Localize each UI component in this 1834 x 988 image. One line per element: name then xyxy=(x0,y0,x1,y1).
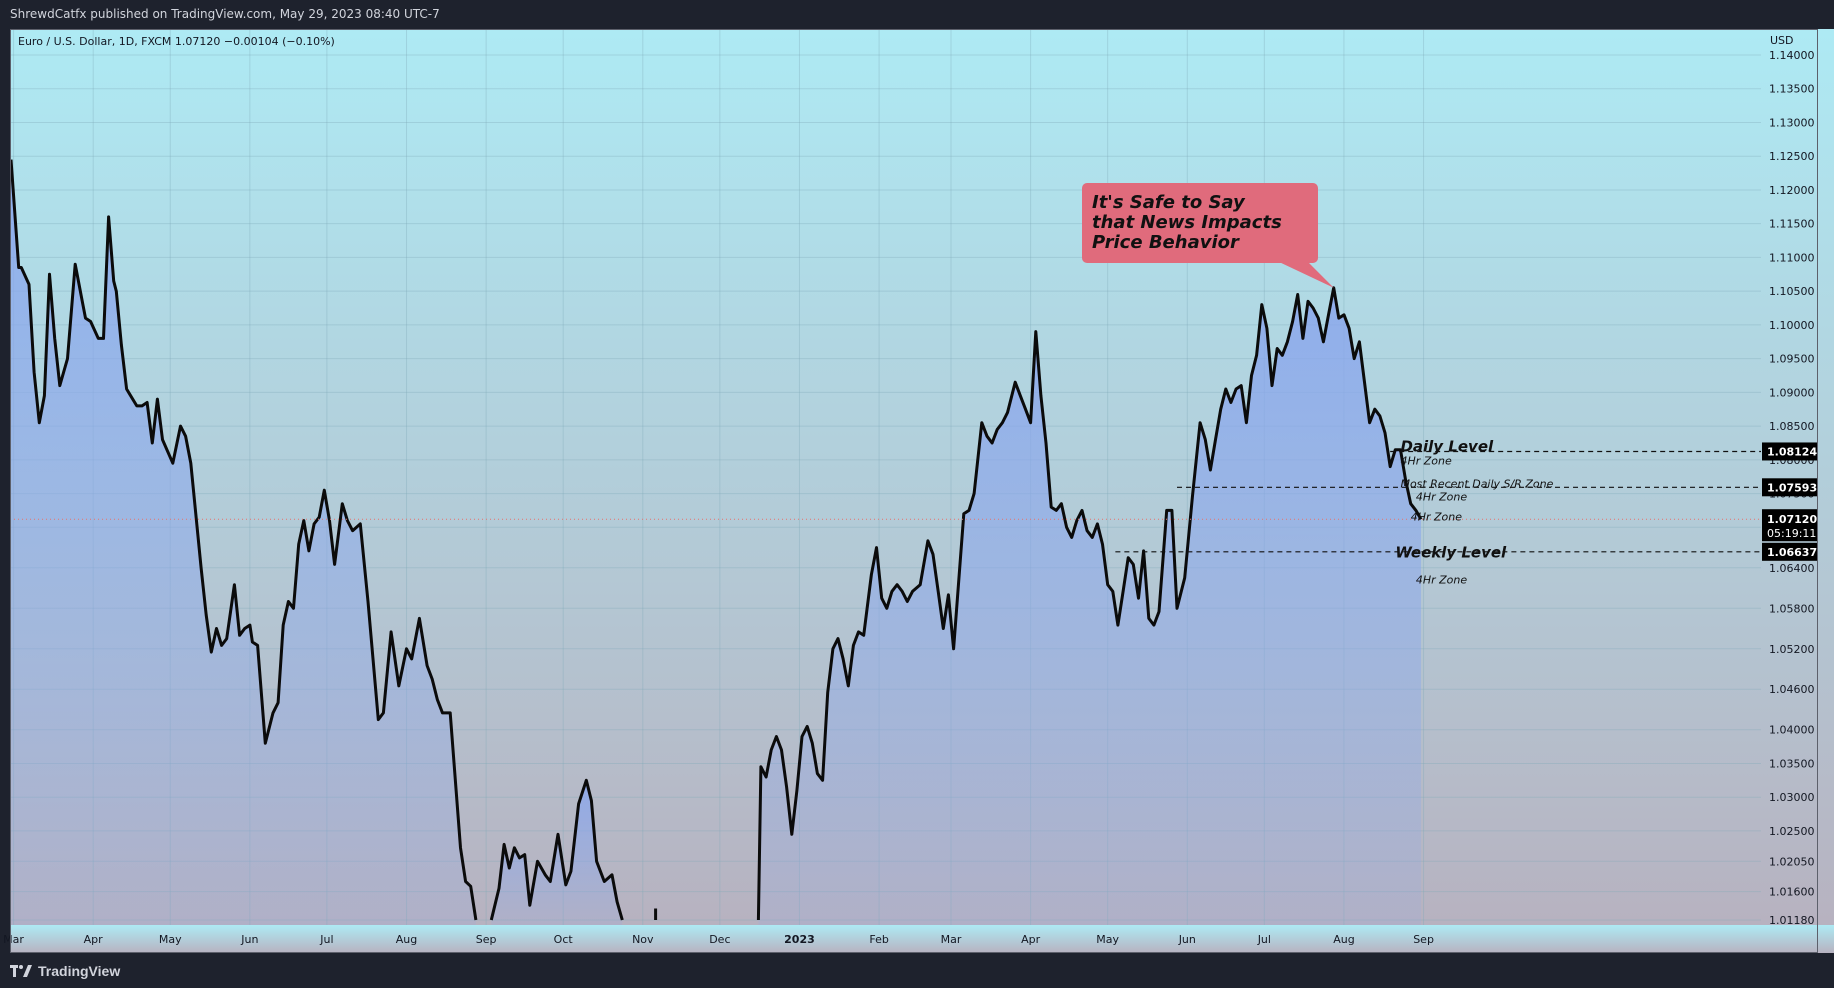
callout-line-1: that News Impacts xyxy=(1092,212,1282,233)
callout-pointer xyxy=(1277,261,1334,288)
y-tick-label: 1.01180 xyxy=(1769,914,1815,927)
y-tick-label: 1.11000 xyxy=(1769,251,1815,264)
y-tick-label: 1.06400 xyxy=(1769,562,1815,575)
current-price-tag xyxy=(1762,509,1818,542)
x-tick-label: Apr xyxy=(1021,933,1041,946)
zone-annotation-3: 4Hr Zone xyxy=(1416,490,1468,503)
y-tick-label: 1.04600 xyxy=(1769,683,1815,696)
x-tick-label: Oct xyxy=(554,933,574,946)
price-line-3 xyxy=(756,286,1423,921)
x-tick-label: Nov xyxy=(632,933,654,946)
countdown-label: 05:19:11 xyxy=(1767,527,1816,540)
x-tick-label: Aug xyxy=(396,933,417,946)
level-price-label-1: 1.07593 xyxy=(1767,481,1817,494)
x-tick-label: 2023 xyxy=(784,933,815,946)
y-tick-label: 1.12500 xyxy=(1769,150,1815,163)
callout-line-2: Price Behavior xyxy=(1092,232,1240,253)
callout-line-0: It's Safe to Say xyxy=(1092,192,1246,213)
x-tick-label: Jun xyxy=(1178,933,1196,946)
zone-annotation-1: 4Hr Zone xyxy=(1400,455,1452,468)
x-tick-label: Jun xyxy=(240,933,258,946)
x-tick-label: Feb xyxy=(869,933,888,946)
x-tick-label: Apr xyxy=(84,933,104,946)
level-price-label-0: 1.08124 xyxy=(1767,445,1817,458)
level-price-tag-0 xyxy=(1762,442,1818,461)
y-tick-label: 1.02500 xyxy=(1769,825,1815,838)
y-tick-label: 1.02050 xyxy=(1769,855,1815,868)
zone-annotation-2: Most Recent Daily S/R Zone xyxy=(1400,478,1553,491)
chart-border xyxy=(10,29,1818,953)
y-tick-label: 1.05800 xyxy=(1769,602,1815,615)
x-tick-label: Aug xyxy=(1333,933,1354,946)
price-area-1 xyxy=(491,780,623,925)
zone-annotation-0: Daily Level xyxy=(1400,438,1494,456)
level-price-tag-1 xyxy=(1762,478,1818,497)
publisher-bar: ShrewdCatfx published on TradingView.com… xyxy=(0,0,1834,28)
y-tick-label: 1.05200 xyxy=(1769,643,1815,656)
y-tick-label: 1.04000 xyxy=(1769,724,1815,737)
y-tick-label: 1.11500 xyxy=(1769,218,1815,231)
zone-annotation-5: Weekly Level xyxy=(1395,544,1507,562)
y-tick-label: 1.13000 xyxy=(1769,116,1815,129)
x-tick-label: Jul xyxy=(1257,933,1271,946)
brand-name: TradingView xyxy=(38,963,121,979)
price-area-0 xyxy=(11,159,476,925)
price-area-3 xyxy=(758,287,1421,925)
y-tick-label: 1.12000 xyxy=(1769,184,1815,197)
tradingview-logo-icon xyxy=(10,965,32,977)
price-line-1 xyxy=(489,778,624,921)
symbol-info: Euro / U.S. Dollar, 1D, FXCM 1.07120 −0.… xyxy=(18,35,335,48)
currency-label: USD xyxy=(1770,34,1794,47)
y-tick-label: 1.14000 xyxy=(1769,49,1815,62)
x-tick-label: Jul xyxy=(319,933,333,946)
y-tick-label: 1.09000 xyxy=(1769,386,1815,399)
publisher-line: ShrewdCatfx published on TradingView.com… xyxy=(10,7,440,21)
zone-annotation-4: 4Hr Zone xyxy=(1411,511,1463,524)
y-tick-label: 1.09500 xyxy=(1769,353,1815,366)
x-tick-label: Sep xyxy=(1413,933,1434,946)
y-tick-label: 1.08500 xyxy=(1769,420,1815,433)
current-price-label: 1.07120 xyxy=(1767,513,1817,526)
time-axis xyxy=(10,925,1834,953)
x-tick-label: Mar xyxy=(3,933,24,946)
footer-bar: TradingView xyxy=(0,953,1834,988)
zone-annotation-6: 4Hr Zone xyxy=(1416,573,1468,586)
level-price-label-2: 1.06637 xyxy=(1767,546,1817,559)
x-tick-label: Mar xyxy=(941,933,962,946)
tradingview-brand[interactable]: TradingView xyxy=(10,962,120,980)
price-line-0 xyxy=(10,159,478,921)
x-tick-label: May xyxy=(159,933,182,946)
y-tick-label: 1.01600 xyxy=(1769,886,1815,899)
price-axis xyxy=(1761,29,1834,925)
y-tick-label: 1.03500 xyxy=(1769,757,1815,770)
x-tick-label: Sep xyxy=(476,933,497,946)
y-tick-label: 1.10000 xyxy=(1769,319,1815,332)
level-price-tag-2 xyxy=(1762,542,1818,561)
y-tick-label: 1.13500 xyxy=(1769,83,1815,96)
y-tick-label: 1.03000 xyxy=(1769,791,1815,804)
y-tick-label: 1.10500 xyxy=(1769,285,1815,298)
x-tick-label: May xyxy=(1096,933,1119,946)
callout-box xyxy=(1082,183,1318,263)
x-tick-label: Dec xyxy=(709,933,730,946)
